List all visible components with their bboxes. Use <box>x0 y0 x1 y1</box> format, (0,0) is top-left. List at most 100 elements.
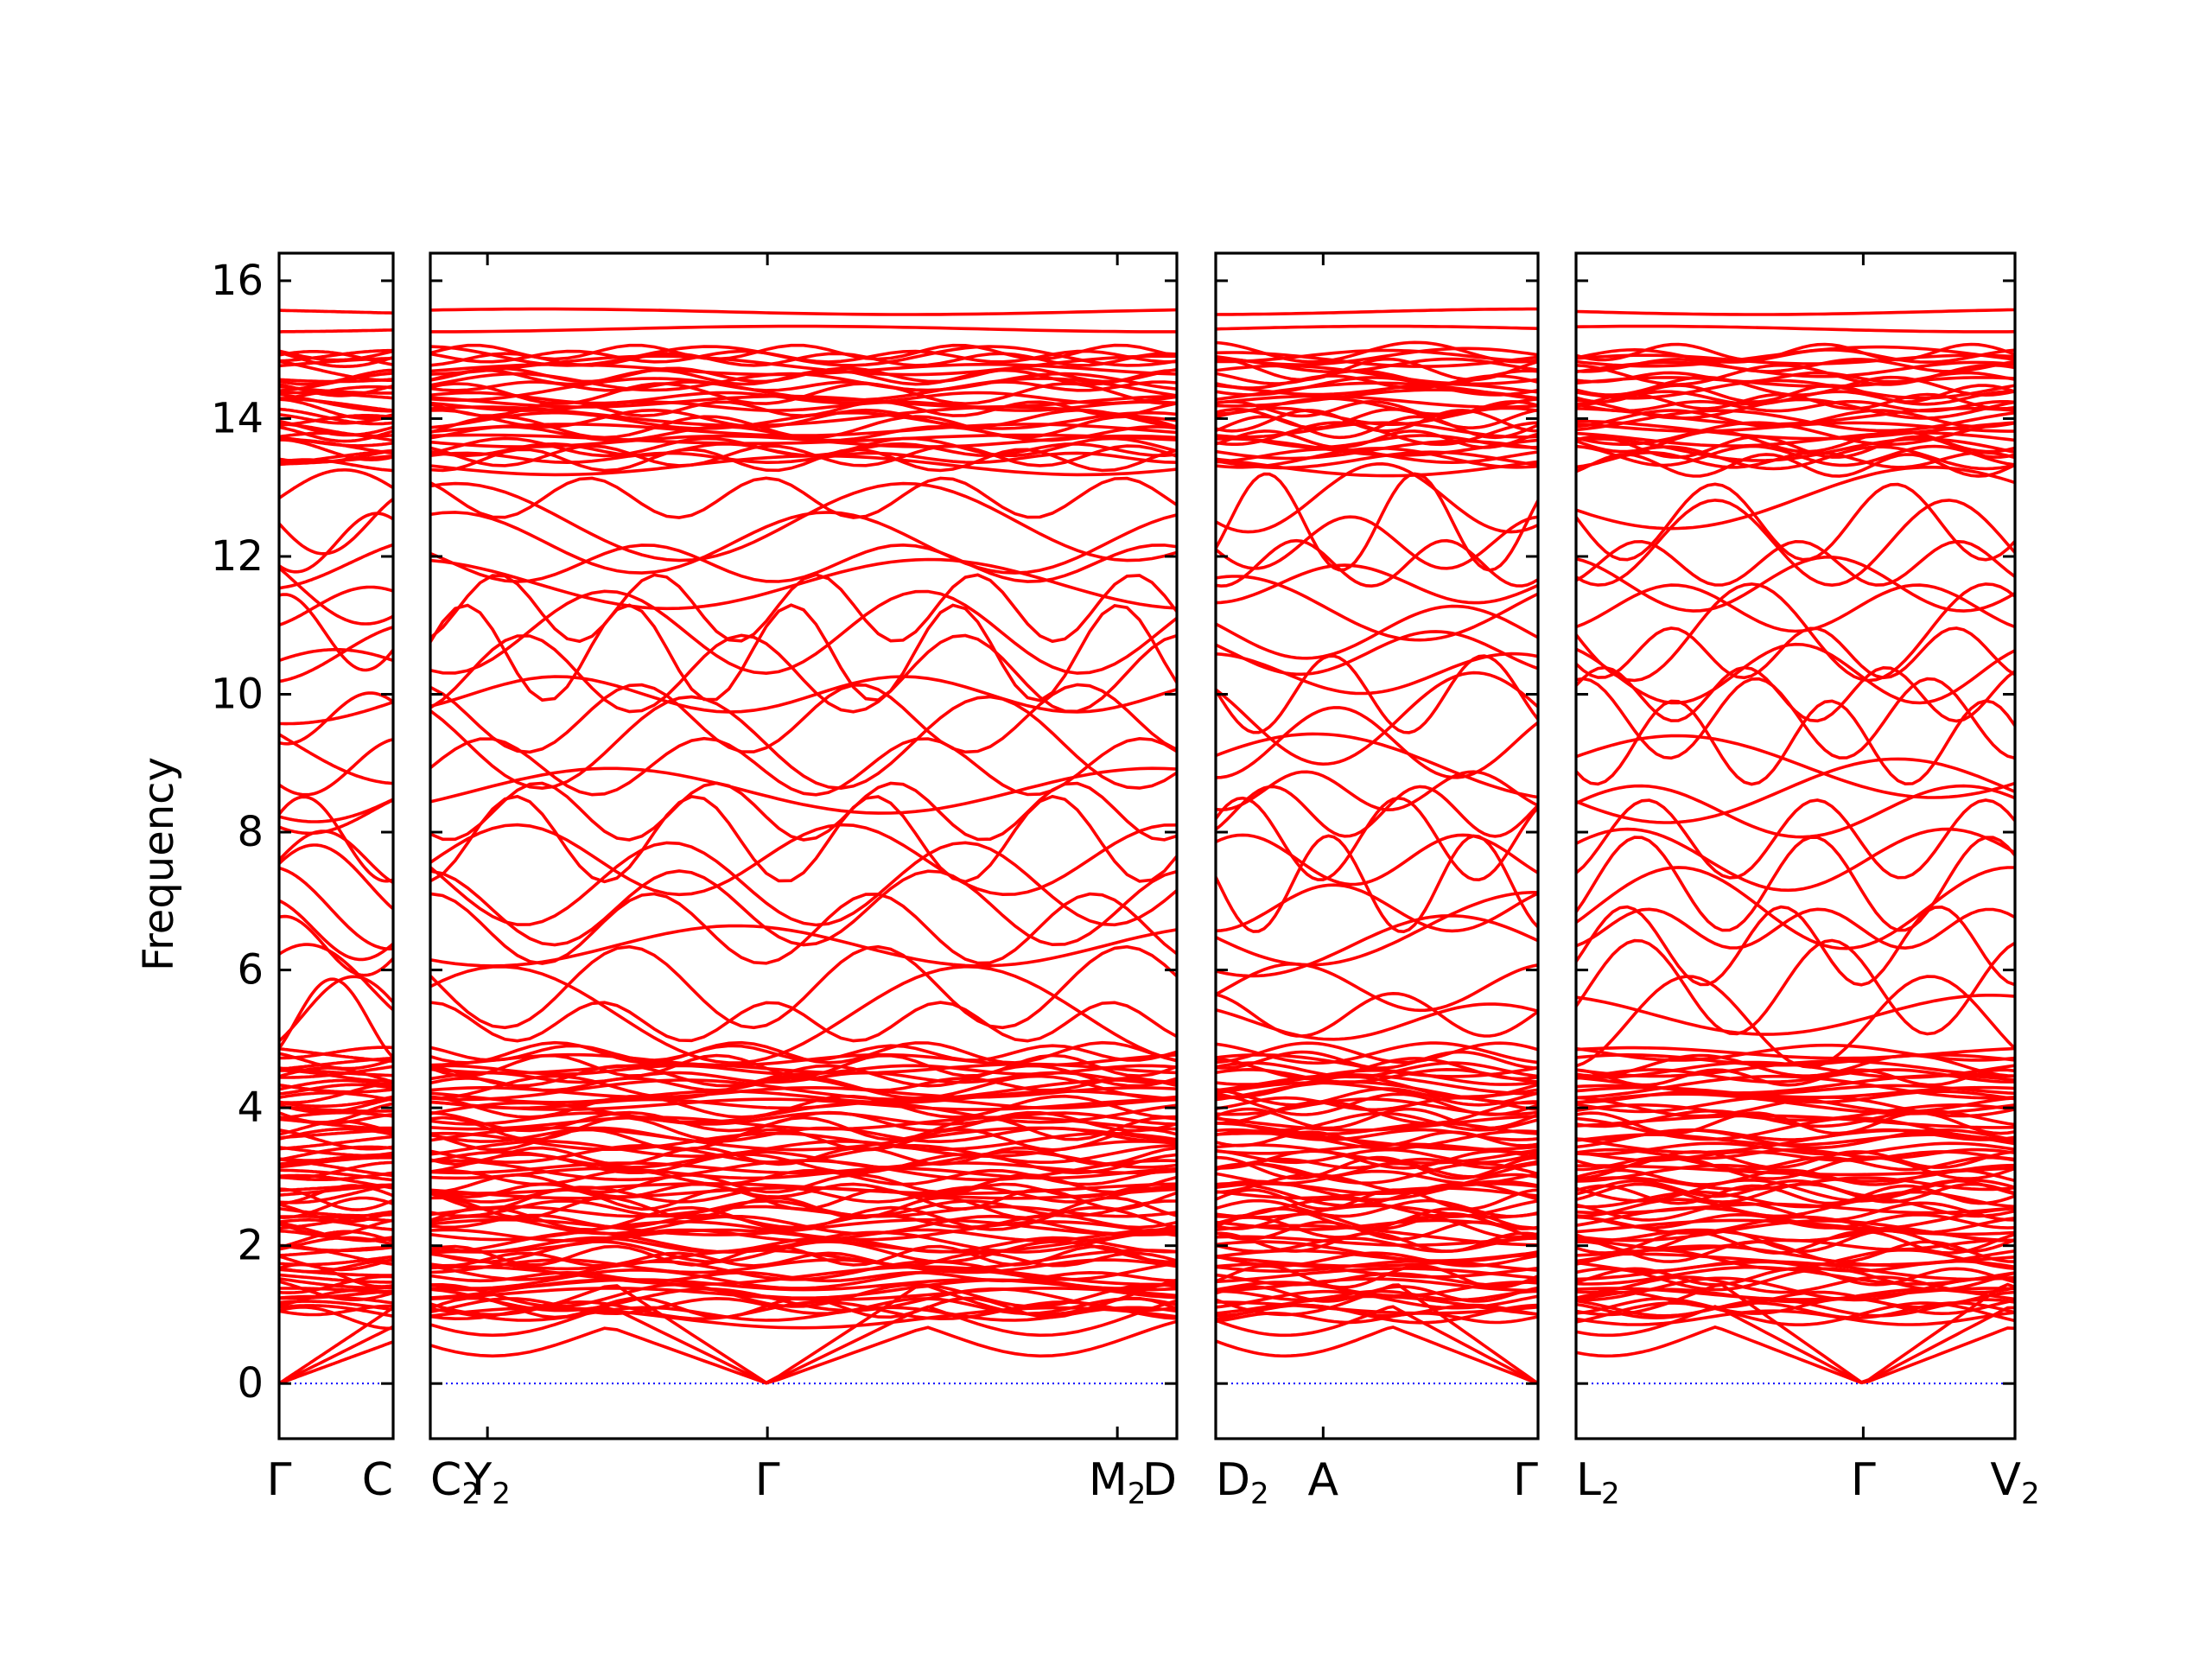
optical-branch <box>1216 1155 1538 1180</box>
optical-branch <box>279 1273 393 1284</box>
optical-branch <box>1216 461 1538 534</box>
optical-branch <box>1576 308 2015 316</box>
optical-branch <box>279 468 393 499</box>
acoustic-branch <box>1576 1325 2015 1385</box>
optical-branch <box>430 343 1177 361</box>
optical-branch <box>1576 1176 2015 1192</box>
optical-branch <box>1216 340 1538 364</box>
panel-1-frame <box>277 251 395 1440</box>
optical-branch <box>430 683 1177 754</box>
optical-branch <box>1216 1311 1538 1325</box>
optical-branch <box>1576 1147 2015 1160</box>
optical-branch <box>430 1001 1177 1043</box>
panel-2-bands <box>430 307 1177 1385</box>
optical-branch <box>1576 1275 2015 1294</box>
kpoint-label: Γ <box>1851 1454 1876 1506</box>
optical-branch <box>430 1268 1177 1290</box>
optical-branch <box>279 1255 393 1267</box>
optical-branch <box>279 866 393 951</box>
optical-branch <box>279 435 393 448</box>
optical-branch <box>279 1277 393 1290</box>
optical-branch <box>430 573 1177 644</box>
optical-branch <box>1576 409 2015 429</box>
optical-branch <box>430 766 1177 815</box>
optical-branch <box>279 1046 393 1060</box>
optical-branch <box>430 1094 1177 1119</box>
optical-branch <box>279 830 393 885</box>
optical-branch <box>1216 575 1538 642</box>
optical-branch <box>1216 890 1538 967</box>
optical-branch <box>1576 1212 2015 1230</box>
y-tick-label: 12 <box>211 532 264 581</box>
optical-branch <box>1576 836 2015 932</box>
optical-branch <box>430 476 1177 519</box>
optical-branch <box>279 438 393 461</box>
optical-branch <box>1576 357 2015 373</box>
kpoint-label: A <box>1308 1454 1339 1506</box>
optical-branch <box>1216 962 1538 1013</box>
optical-branch <box>279 737 393 797</box>
optical-branch <box>430 1143 1177 1165</box>
kpoint-label: D <box>1142 1454 1177 1506</box>
panel-4-frame <box>1574 251 2017 1440</box>
optical-branch <box>430 345 1177 367</box>
optical-branch <box>1216 1041 1538 1065</box>
panel-frames <box>277 251 2017 1440</box>
optical-branch <box>1576 642 2015 705</box>
kpoint-label: D2 <box>1216 1454 1269 1511</box>
optical-branch <box>1576 1309 2015 1326</box>
kpoint-label: Y2 <box>463 1454 510 1511</box>
acoustic-branch <box>279 1325 393 1385</box>
acoustic-branch <box>1576 1282 2015 1384</box>
optical-branch <box>279 733 393 785</box>
optical-branch <box>279 1146 393 1158</box>
optical-branch <box>1216 671 1538 766</box>
optical-branch <box>279 691 393 746</box>
optical-branch <box>1216 1251 1538 1268</box>
optical-branch <box>430 944 1177 1030</box>
optical-branch <box>1216 991 1538 1038</box>
optical-branch <box>279 350 393 366</box>
optical-branch <box>1576 419 2015 441</box>
optical-branch <box>1576 375 2015 397</box>
optical-branch <box>279 1304 393 1318</box>
y-tick-label: 8 <box>237 808 264 856</box>
optical-branch <box>279 1243 393 1253</box>
optical-branch <box>430 391 1177 405</box>
optical-branch <box>1216 630 1538 677</box>
optical-branch <box>1576 429 2015 454</box>
optical-branch <box>430 433 1177 445</box>
optical-branch <box>1216 834 1538 934</box>
optical-branch <box>279 349 393 362</box>
optical-branch <box>430 633 1177 714</box>
optical-branch <box>279 1168 393 1182</box>
optical-branch <box>279 414 393 427</box>
optical-branch <box>279 914 393 977</box>
optical-branch <box>1576 1128 2015 1141</box>
optical-branch <box>1576 482 2015 562</box>
optical-branch <box>279 543 393 590</box>
acoustic-branch <box>1576 1305 2015 1384</box>
optical-branch <box>1576 994 2015 1036</box>
optical-branch <box>1576 1290 2015 1309</box>
kpoint-label: L2 <box>1576 1454 1620 1511</box>
optical-branch <box>430 841 1177 927</box>
optical-branch <box>279 1046 393 1064</box>
optical-branch <box>1576 384 2015 404</box>
optical-branch <box>1216 1061 1538 1079</box>
optical-branch <box>279 1128 393 1151</box>
optical-branch <box>279 419 393 437</box>
optical-branch <box>1576 444 2015 467</box>
optical-branch <box>1576 1068 2015 1087</box>
optical-branch <box>430 451 1177 465</box>
optical-branch <box>430 1282 1177 1308</box>
optical-branch <box>279 593 393 672</box>
optical-branch <box>279 1095 393 1109</box>
axis-ticks <box>277 253 2017 1439</box>
optical-branch <box>430 892 1177 965</box>
optical-branch <box>1216 382 1538 397</box>
optical-branch <box>1576 1103 2015 1122</box>
optical-branch <box>1576 699 2015 786</box>
acoustic-branch <box>279 1340 393 1385</box>
